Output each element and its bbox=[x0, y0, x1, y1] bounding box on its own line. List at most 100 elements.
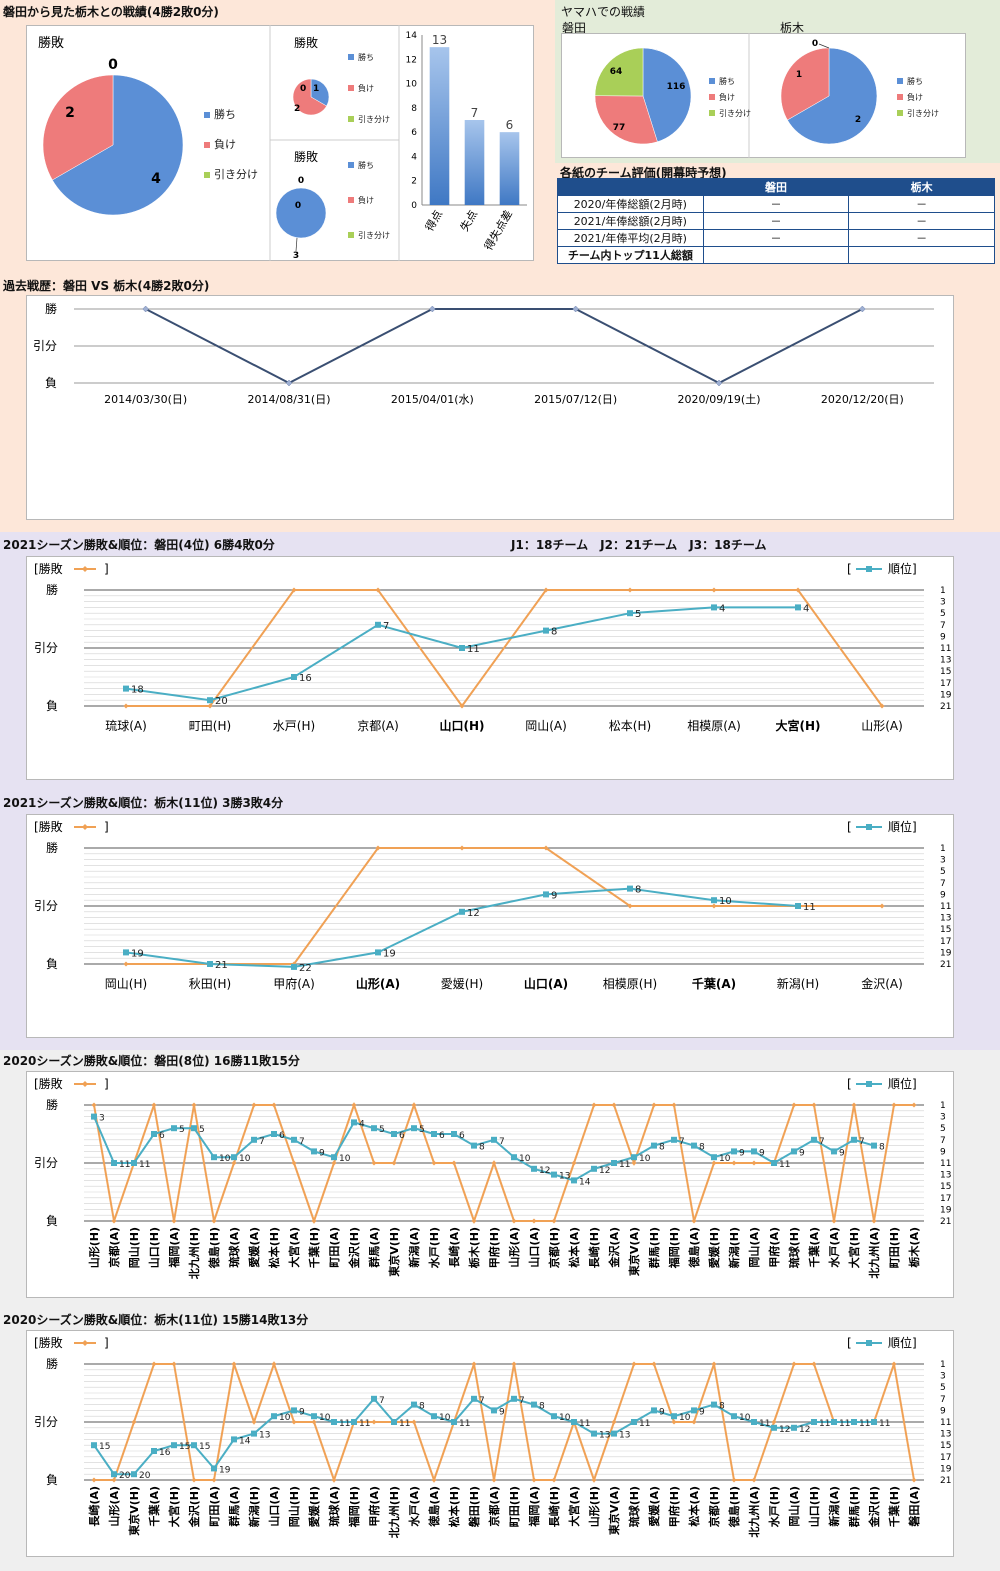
season_2020_iwata-result-point-7 bbox=[231, 1160, 237, 1166]
s20t-panel bbox=[26, 1330, 954, 1557]
season_2020_iwata-rank-point-11 bbox=[311, 1148, 317, 1155]
season_2020_tochigi-result-point-40 bbox=[891, 1361, 897, 1367]
season_2020_tochigi-result-point-25 bbox=[591, 1477, 597, 1483]
season_2020_tochigi-result-point-22 bbox=[531, 1477, 537, 1483]
season_2020_iwata-ylabel-draw: 引分 bbox=[34, 1156, 58, 1170]
season_2020_tochigi-rank-line bbox=[93, 1397, 874, 1476]
season_2020_iwata-rank-label-4: 5 bbox=[179, 1125, 185, 1135]
season_2020_tochigi-xlabel-27: 琉球(H) bbox=[627, 1486, 641, 1527]
season_2020_tochigi-result-point-23 bbox=[551, 1477, 557, 1483]
season_2020_tochigi-rank-label-6: 19 bbox=[219, 1465, 231, 1475]
h2h-bar-ytick-4: 4 bbox=[411, 152, 417, 162]
season_2020_tochigi-result-point-26 bbox=[611, 1419, 617, 1425]
season_2020_tochigi-rank-label-10: 9 bbox=[299, 1407, 305, 1417]
season_2020_tochigi-result-point-4 bbox=[171, 1361, 177, 1367]
season_2020_tochigi-result-point-36 bbox=[811, 1361, 817, 1367]
season_2020_iwata-xlabel-5: 北九州(H) bbox=[187, 1227, 201, 1279]
season_2020_iwata-rank-point-8 bbox=[251, 1136, 257, 1143]
season_2020_iwata-rank-label-2: 11 bbox=[139, 1160, 150, 1170]
season_2020_tochigi-rank-label-17: 10 bbox=[439, 1413, 451, 1423]
h2h-bar-value-1: 7 bbox=[471, 106, 479, 120]
h2h-main-pie-slice-0 bbox=[52, 74, 184, 216]
season_2020_tochigi-rank-point-10 bbox=[291, 1407, 297, 1414]
season_2020_tochigi-legend-left-close: ] bbox=[104, 1336, 109, 1350]
season_2020_iwata-rank-point-19 bbox=[471, 1142, 477, 1149]
h2h-small-pie-1-title: 勝敗 bbox=[294, 35, 318, 50]
season_2020_iwata-xlabel-36: 千葉(A) bbox=[807, 1227, 821, 1268]
season_2020_iwata-rank-point-5 bbox=[191, 1125, 197, 1132]
season_2020_tochigi-rank-tick-9: 9 bbox=[940, 1406, 946, 1416]
season_2020_iwata-rank-label-25: 12 bbox=[599, 1166, 610, 1176]
season_2021_tochigi-rank-label-8: 11 bbox=[803, 902, 816, 913]
season_2020_iwata-rank-tick-17: 17 bbox=[940, 1194, 951, 1204]
season_2020_iwata-rank-point-32 bbox=[731, 1148, 737, 1155]
yamaha-tochigi-legend-swatch-draw bbox=[897, 110, 903, 116]
season_2020_iwata-result-point-37 bbox=[831, 1218, 837, 1224]
yamaha-title: ヤマハでの戦績 bbox=[561, 5, 646, 19]
season_2021_iwata-legend-right-open: [ bbox=[847, 562, 852, 576]
season_2021_tochigi-rank-point-8 bbox=[795, 903, 801, 909]
season_2020_iwata-rank-label-20: 7 bbox=[499, 1137, 505, 1147]
season_2020_iwata-rank-tick-21: 21 bbox=[940, 1217, 951, 1227]
yamaha-iwata-legend-swatch-draw bbox=[709, 110, 715, 116]
h2h-small-2-legend-swatch-loss bbox=[348, 197, 354, 203]
history-line bbox=[145, 308, 863, 385]
season_2020_iwata-result-point-38 bbox=[851, 1102, 857, 1108]
season_2020_iwata-rank-label-33: 9 bbox=[759, 1148, 765, 1158]
season_2020_iwata-xlabel-38: 大宮(H) bbox=[847, 1227, 861, 1268]
season_2020_tochigi-xlabel-39: 金沢(H) bbox=[867, 1486, 881, 1528]
season_2020_iwata-rank-label-27: 10 bbox=[639, 1154, 651, 1164]
season_2021_tochigi-rank-tick-7: 7 bbox=[940, 879, 946, 889]
season_2020_tochigi-rank-point-31 bbox=[711, 1401, 717, 1408]
season_2020_tochigi-result-point-14 bbox=[371, 1419, 377, 1425]
s21i-chart: [勝敗][順位]勝引分負1357911131517192118201671185… bbox=[34, 561, 952, 733]
season_2021_iwata-rank-point-6 bbox=[627, 610, 633, 617]
season_2020_iwata-rank-point-33 bbox=[751, 1148, 757, 1155]
season_2020_tochigi-xlabel-22: 福岡(A) bbox=[527, 1486, 541, 1528]
season_2020_tochigi-rank-label-39: 11 bbox=[879, 1419, 890, 1429]
season_2020_iwata-rank-point-0 bbox=[91, 1113, 97, 1120]
season_2021_iwata-result-line bbox=[126, 589, 883, 708]
season_2020_tochigi-xlabel-25: 山形(H) bbox=[587, 1486, 601, 1527]
season_2020_tochigi-xlabel-10: 岡山(H) bbox=[287, 1486, 301, 1527]
h2h-bar-value-2: 6 bbox=[506, 118, 514, 132]
season_2020_tochigi-rank-label-21: 7 bbox=[519, 1396, 525, 1406]
season_2020_iwata-rank-point-37 bbox=[831, 1148, 837, 1155]
season_2021_tochigi-xlabel-6: 相模原(H) bbox=[603, 977, 657, 991]
season_2020_tochigi-rank-point-5 bbox=[191, 1442, 197, 1449]
season_2021_tochigi-xlabel-8: 新潟(H) bbox=[777, 976, 819, 991]
season_2020_iwata-rank-label-11: 9 bbox=[319, 1148, 325, 1158]
yamaha-iwata-pie-slice-2 bbox=[594, 47, 644, 97]
h2h-small-pie-2-label-mid: 0 bbox=[295, 201, 301, 211]
yamaha-tochigi-label-win: 2 bbox=[855, 115, 861, 125]
history-ylabel-win: 勝 bbox=[45, 301, 57, 316]
h2h-bar-xlabel-1: 失点 bbox=[458, 208, 480, 234]
season_2021_iwata-xlabel-0: 琉球(A) bbox=[105, 719, 147, 733]
season_2020_iwata-rank-tick-11: 11 bbox=[940, 1159, 951, 1169]
season_2021_iwata-xlabel-5: 岡山(A) bbox=[525, 719, 567, 733]
season_2020_iwata-rank-tick-5: 5 bbox=[940, 1124, 946, 1134]
yamaha-iwata-legend-draw: 引き分け bbox=[719, 109, 751, 118]
season_2020_tochigi-rank-label-15: 11 bbox=[399, 1419, 410, 1429]
season_2020_tochigi-xlabel-2: 東京V(H) bbox=[127, 1486, 141, 1536]
season_2020_iwata-xlabel-16: 新潟(A) bbox=[407, 1227, 421, 1268]
season_2020_tochigi-result-point-8 bbox=[251, 1419, 257, 1425]
eval-table-cell: チーム内トップ11人総額 bbox=[557, 246, 704, 264]
season_2021_tochigi-rank-label-4: 12 bbox=[467, 908, 480, 919]
h2h-main-legend-swatch-loss bbox=[204, 142, 210, 148]
season_2020_iwata-rank-label-39: 8 bbox=[879, 1143, 885, 1153]
season_2021_tochigi-xlabel-2: 甲府(A) bbox=[273, 976, 315, 991]
season_2020_iwata-rank-label-24: 14 bbox=[579, 1177, 591, 1187]
season_2020_iwata-xlabel-39: 北九州(A) bbox=[867, 1227, 881, 1279]
season_2020_tochigi-xlabel-29: 甲府(H) bbox=[667, 1486, 681, 1527]
season_2021_iwata-result-point-8 bbox=[795, 587, 801, 593]
season_2020_tochigi-rank-label-31: 8 bbox=[719, 1402, 725, 1412]
season_2020_iwata-rank-label-1: 11 bbox=[119, 1160, 130, 1170]
season_2020_iwata-xlabel-29: 福岡(H) bbox=[667, 1227, 681, 1269]
h2h-small-pie-2-leader bbox=[295, 237, 298, 252]
season_2020_tochigi-rank-label-25: 13 bbox=[599, 1431, 610, 1441]
h2h-charts: 勝敗024勝ち負け引き分け勝敗021勝ち負け引き分け勝敗003勝ち負け引き分け0… bbox=[38, 25, 527, 261]
season_2020_iwata-rank-point-15 bbox=[391, 1131, 397, 1137]
season_2020_tochigi-rank-point-27 bbox=[631, 1419, 637, 1425]
h2h-bar-ytick-2: 2 bbox=[411, 177, 417, 187]
